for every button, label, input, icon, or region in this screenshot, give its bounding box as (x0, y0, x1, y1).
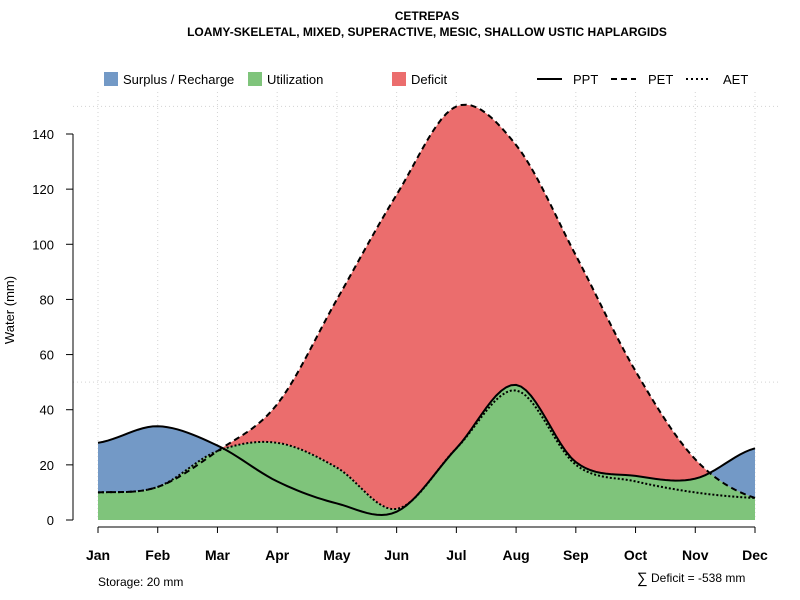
legend-swatch-surplus (104, 72, 118, 86)
deficit-area (98, 104, 755, 510)
legend-label-pet: PET (648, 72, 673, 87)
x-tick-label: Oct (624, 547, 648, 563)
legend-swatch-deficit (392, 72, 406, 86)
y-tick-label: 100 (32, 237, 54, 252)
lines (97, 103, 756, 517)
y-axis-label: Water (mm) (2, 276, 17, 344)
x-tick-label: Jul (446, 547, 466, 563)
x-tick-label: Dec (742, 547, 768, 563)
x-tick-label: Jun (384, 547, 409, 563)
legend-swatch-utilization (248, 72, 262, 86)
x-tick-label: Jan (86, 547, 110, 563)
y-tick-label: 20 (40, 458, 54, 473)
legend-label-deficit: Deficit (411, 72, 448, 87)
x-tick-label: Sep (563, 547, 589, 563)
chart-subtitle: LOAMY-SKELETAL, MIXED, SUPERACTIVE, MESI… (187, 25, 667, 39)
x-tick-label: Apr (265, 547, 290, 563)
x-tick-label: Mar (205, 547, 230, 563)
y-tick-label: 0 (47, 513, 54, 528)
chart-title: CETREPAS (395, 9, 459, 23)
x-tick-label: Aug (502, 547, 529, 563)
legend: Surplus / Recharge Utilization Deficit P… (104, 72, 748, 87)
deficit-annotation: Deficit = -538 mm (651, 571, 745, 585)
x-tick-label: May (323, 547, 350, 563)
storage-annotation: Storage: 20 mm (98, 575, 183, 589)
utilization-area (98, 384, 755, 520)
y-tick-label: 80 (40, 292, 54, 307)
legend-label-aet: AET (723, 72, 748, 87)
legend-label-ppt: PPT (573, 72, 598, 87)
y-tick-label: 60 (40, 348, 54, 363)
legend-label-surplus: Surplus / Recharge (123, 72, 234, 87)
y-tick-label: 40 (40, 403, 54, 418)
series-line-aet (97, 389, 756, 511)
y-tick-label: 140 (32, 127, 54, 142)
deficit-sum-symbol: ∑ (637, 570, 648, 587)
legend-label-utilization: Utilization (267, 72, 323, 87)
y-tick-label: 120 (32, 182, 54, 197)
surplus-area (98, 104, 755, 498)
x-tick-label: Nov (682, 547, 709, 563)
x-tick-label: Feb (145, 547, 170, 563)
axes: 0 20 40 60 80 100 120 140 Jan Feb Mar Apr May Jun Jul A… (32, 127, 768, 563)
areas (98, 104, 755, 520)
